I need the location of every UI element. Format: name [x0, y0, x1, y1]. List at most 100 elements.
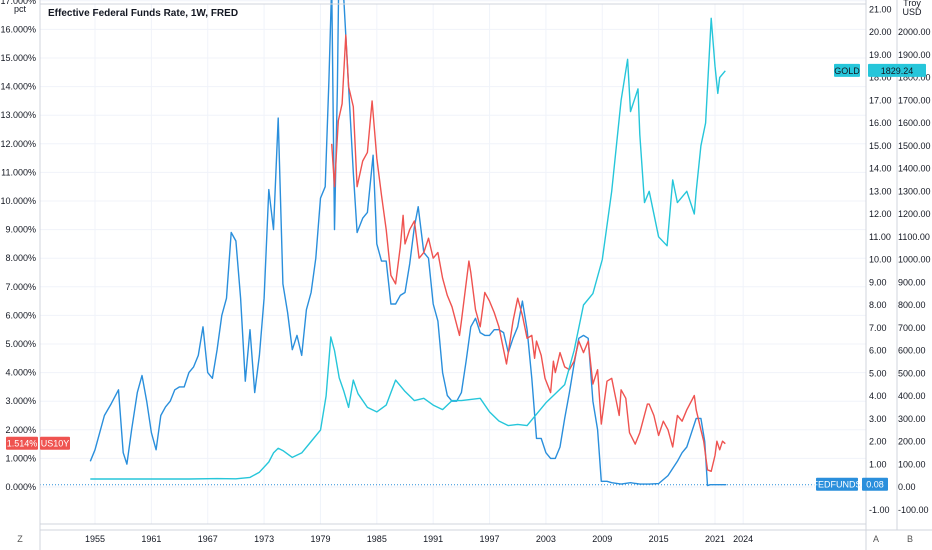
corner-z-label[interactable]: Z	[17, 534, 23, 544]
x-tick-label: 2009	[592, 534, 612, 544]
right-a-tick-label: 18.00	[869, 73, 892, 83]
x-tick-label: 1979	[310, 534, 330, 544]
right-a-tick-label: -1.00	[869, 505, 890, 515]
x-tick-label: 1991	[423, 534, 443, 544]
fedfunds-name-tag: FEDFUNDS	[813, 480, 862, 490]
x-tick-label: 2015	[649, 534, 669, 544]
x-tick-label: 1973	[254, 534, 274, 544]
left-tick-label: 0.000%	[5, 482, 36, 492]
us10y-value-tag: 1.514%	[7, 439, 38, 449]
right-b-tick-label: 1400.00	[898, 164, 931, 174]
right-a-tick-label: 10.00	[869, 255, 892, 265]
right-a-tick-label: 19.00	[869, 50, 892, 60]
left-tick-label: 7.000%	[5, 282, 36, 292]
right-a-tick-label: 13.00	[869, 186, 892, 196]
left-tick-label: 13.000%	[0, 110, 36, 120]
right-b-tick-label: 1100.00	[898, 232, 930, 242]
x-tick-label: 1961	[141, 534, 161, 544]
x-tick-label: 1985	[367, 534, 387, 544]
right-b-tick-label: 1700.00	[898, 95, 931, 105]
left-tick-label: 3.000%	[5, 396, 36, 406]
right-a-tick-label: 11.00	[869, 232, 891, 242]
left-tick-label: 11.000%	[1, 167, 36, 177]
right-a-tick-label: 15.00	[869, 141, 892, 151]
x-tick-label: 2024	[733, 534, 753, 544]
left-tick-label: 16.000%	[0, 24, 36, 34]
right-unit-label-2: USD	[902, 7, 922, 17]
left-tick-label: 8.000%	[5, 253, 36, 263]
gold-name-tag-bg	[834, 63, 860, 77]
right-a-tick-label: 14.00	[869, 164, 892, 174]
right-a-tick-label: 2.00	[869, 437, 887, 447]
left-tick-label: 12.000%	[0, 139, 36, 149]
gold-name-tag: GOLD	[834, 66, 860, 76]
right-a-tick-label: 12.00	[869, 209, 892, 219]
grid	[40, 0, 866, 524]
us10y-name-tag-bg	[40, 436, 70, 450]
right-b-tick-label: 0.00	[898, 482, 916, 492]
plot-area[interactable]	[40, 0, 866, 487]
left-tick-label: 15.000%	[0, 53, 36, 63]
right-a-tick-label: 1.00	[869, 459, 887, 469]
right-b-tick-label: 200.00	[898, 437, 926, 447]
left-tick-label: 4.000%	[5, 368, 36, 378]
right-b-tick-label: 1600.00	[898, 118, 931, 128]
left-tick-label: 17.000%	[0, 0, 36, 6]
right-b-tick-label: 400.00	[898, 391, 926, 401]
corner-b-button[interactable]: B	[907, 534, 913, 544]
right-b-tick-label: 1900.00	[898, 50, 931, 60]
right-a-tick-label: 20.00	[869, 27, 892, 37]
x-tick-label: 1967	[198, 534, 218, 544]
right-a-tick-label: 8.00	[869, 300, 887, 310]
series-line-us10y[interactable]	[331, 34, 726, 472]
price-tags: 1.514% US10Y GOLD 1829.24 FEDFUNDS 0.08	[6, 63, 926, 491]
fedfunds-name-tag-bg	[816, 477, 858, 491]
right-b-tick-label: 900.00	[898, 277, 926, 287]
left-tick-label: 6.000%	[5, 310, 36, 320]
right-a-tick-label: 7.00	[869, 323, 887, 333]
x-tick-label: 1955	[85, 534, 105, 544]
right-b-tick-label: 1800.00	[898, 73, 931, 83]
x-tick-label: 2021	[705, 534, 725, 544]
right-a-tick-label: 5.00	[869, 368, 887, 378]
right-a-tick-label: 3.00	[869, 414, 887, 424]
right-a-tick-label: 9.00	[869, 277, 887, 287]
right-b-tick-label: -100.00	[898, 505, 929, 515]
right-a-tick-label: 4.00	[869, 391, 887, 401]
series-line-gold[interactable]	[90, 17, 726, 480]
fedfunds-value-tag: 0.08	[866, 480, 884, 490]
right-b-tick-label: 500.00	[898, 368, 926, 378]
right-b-tick-label: 300.00	[898, 414, 926, 424]
right-a-tick-label: 21.00	[869, 4, 892, 14]
left-tick-label: 9.000%	[5, 225, 36, 235]
left-tick-label: 10.000%	[0, 196, 36, 206]
x-tick-label: 2003	[536, 534, 556, 544]
left-tick-label: 2.000%	[5, 425, 36, 435]
corner-a-button[interactable]: A	[873, 534, 879, 544]
chart-title: Effective Federal Funds Rate, 1W, FRED	[48, 8, 238, 19]
series-line-fedfunds[interactable]	[89, 0, 727, 487]
left-tick-label: 14.000%	[0, 82, 36, 92]
right-b-tick-label: 2000.00	[898, 27, 931, 37]
fedfunds-value-tag-bg	[862, 477, 888, 491]
left-tick-label: 5.000%	[5, 339, 36, 349]
right-b-tick-label: 100.00	[898, 459, 926, 469]
right-a-tick-label: 17.00	[869, 95, 892, 105]
right-b-tick-label: 1200.00	[898, 209, 931, 219]
gold-value-tag: 1829.24	[881, 66, 914, 76]
us10y-value-tag-bg	[6, 436, 38, 450]
right-a-tick-label: 16.00	[869, 118, 892, 128]
right-b-tick-label: 600.00	[898, 346, 926, 356]
right-b-tick-label: 700.00	[898, 323, 926, 333]
right-b-tick-label: 1500.00	[898, 141, 931, 151]
right-b-tick-label: 1000.00	[898, 255, 931, 265]
left-unit-label: pct	[14, 4, 27, 14]
right-a-tick-label: 6.00	[869, 346, 887, 356]
right-b-tick-label: 1300.00	[898, 186, 931, 196]
right-b-tick-label: 800.00	[898, 300, 926, 310]
left-tick-label: 1.000%	[5, 453, 36, 463]
right-unit-label-1: Troy	[903, 0, 921, 8]
